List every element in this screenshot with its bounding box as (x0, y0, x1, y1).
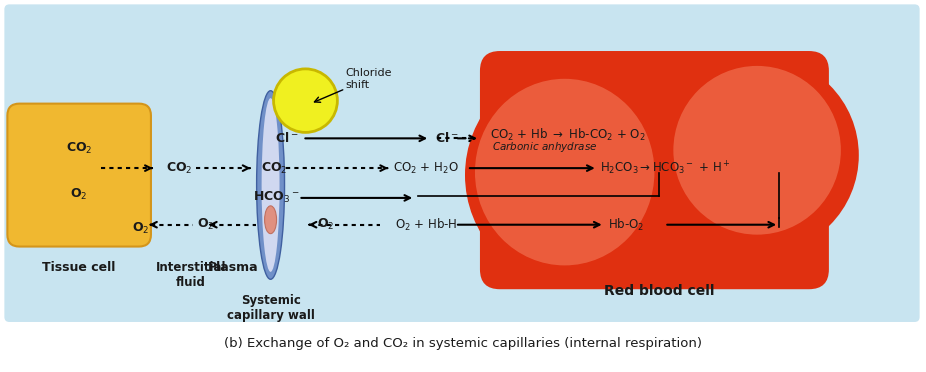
Text: Red blood cell: Red blood cell (604, 284, 715, 298)
Text: O$_2$: O$_2$ (131, 221, 149, 236)
Ellipse shape (265, 206, 277, 234)
Text: Plasma: Plasma (207, 262, 258, 275)
Text: O$_2$: O$_2$ (70, 187, 88, 202)
Text: $\it{Carbonic\ anhydrase}$: $\it{Carbonic\ anhydrase}$ (492, 140, 597, 154)
Text: CO$_2$ + H$_2$O: CO$_2$ + H$_2$O (394, 161, 459, 176)
Text: (b) Exchange of O₂ and CO₂ in systemic capillaries (internal respiration): (b) Exchange of O₂ and CO₂ in systemic c… (224, 337, 702, 350)
Ellipse shape (465, 66, 674, 284)
Text: CO$_2$ + Hb $\rightarrow$ Hb-CO$_2$ + O$_2$: CO$_2$ + Hb $\rightarrow$ Hb-CO$_2$ + O$… (490, 127, 645, 144)
Text: Interstitial
fluid: Interstitial fluid (156, 262, 226, 289)
FancyBboxPatch shape (7, 104, 151, 247)
Text: HCO$_3$$^-$: HCO$_3$$^-$ (253, 190, 299, 205)
Text: CO$_2$: CO$_2$ (260, 161, 287, 176)
Text: Systemic
capillary wall: Systemic capillary wall (227, 294, 315, 322)
Text: Tissue cell: Tissue cell (43, 262, 116, 275)
Ellipse shape (673, 66, 841, 235)
Text: O$_2$ + Hb-H: O$_2$ + Hb-H (395, 217, 457, 233)
Text: Chloride
shift: Chloride shift (345, 68, 392, 90)
Text: O$_2$: O$_2$ (318, 217, 335, 232)
Ellipse shape (262, 98, 280, 272)
Ellipse shape (475, 79, 655, 265)
Ellipse shape (659, 56, 858, 254)
Text: CO$_2$: CO$_2$ (66, 141, 93, 156)
Text: Cl$^-$: Cl$^-$ (275, 131, 298, 145)
Text: O$_2$: O$_2$ (197, 217, 214, 232)
Text: H$_2$CO$_3$$\rightarrow$HCO$_3$$^-$ + H$^+$: H$_2$CO$_3$$\rightarrow$HCO$_3$$^-$ + H$… (600, 160, 730, 177)
Text: Cl$^-$: Cl$^-$ (435, 131, 458, 145)
FancyBboxPatch shape (480, 51, 829, 289)
FancyBboxPatch shape (5, 4, 920, 322)
Text: CO$_2$: CO$_2$ (166, 161, 193, 176)
Ellipse shape (257, 91, 284, 279)
Circle shape (273, 69, 337, 132)
Text: Hb-O$_2$: Hb-O$_2$ (607, 217, 644, 233)
